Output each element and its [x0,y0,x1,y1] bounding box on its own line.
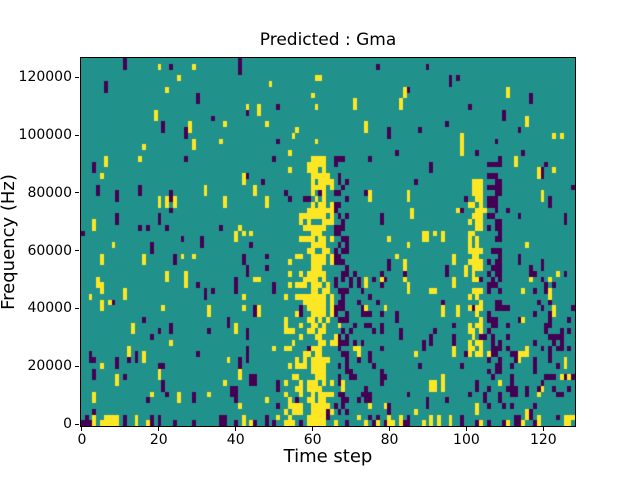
x-tick-label: 60 [303,432,322,448]
y-tick-mark [75,134,79,136]
y-tick-label: 20000 [27,358,72,375]
heatmap-canvas [81,58,575,426]
x-tick-mark [542,427,544,431]
y-tick-label: 80000 [27,184,72,201]
y-tick-label: 100000 [18,127,72,144]
x-tick-mark [312,427,314,431]
y-axis-label: Frequency (Hz) [0,174,19,310]
chart-title: Predicted : Gma [259,30,397,50]
x-tick-label: 100 [453,432,480,448]
x-tick-mark [158,427,160,431]
x-tick-label: 80 [380,432,399,448]
y-tick-label: 60000 [27,242,72,259]
y-tick-mark [75,250,79,252]
y-tick-label: 0 [63,416,72,433]
y-tick-label: 40000 [27,300,72,317]
y-tick-label: 120000 [18,69,72,86]
x-tick-label: 40 [226,432,245,448]
y-tick-mark [75,307,79,309]
x-tick-label: 0 [77,432,87,448]
y-tick-mark [75,423,79,425]
y-tick-mark [75,365,79,367]
x-tick-mark [389,427,391,431]
plot-area [80,57,576,427]
x-tick-label: 120 [529,432,557,448]
x-tick-mark [235,427,237,431]
x-tick-mark [81,427,83,431]
x-tick-label: 20 [149,432,168,448]
y-tick-mark [75,76,79,78]
x-tick-mark [465,427,467,431]
y-tick-mark [75,192,79,194]
x-axis-label: Time step [283,446,373,467]
